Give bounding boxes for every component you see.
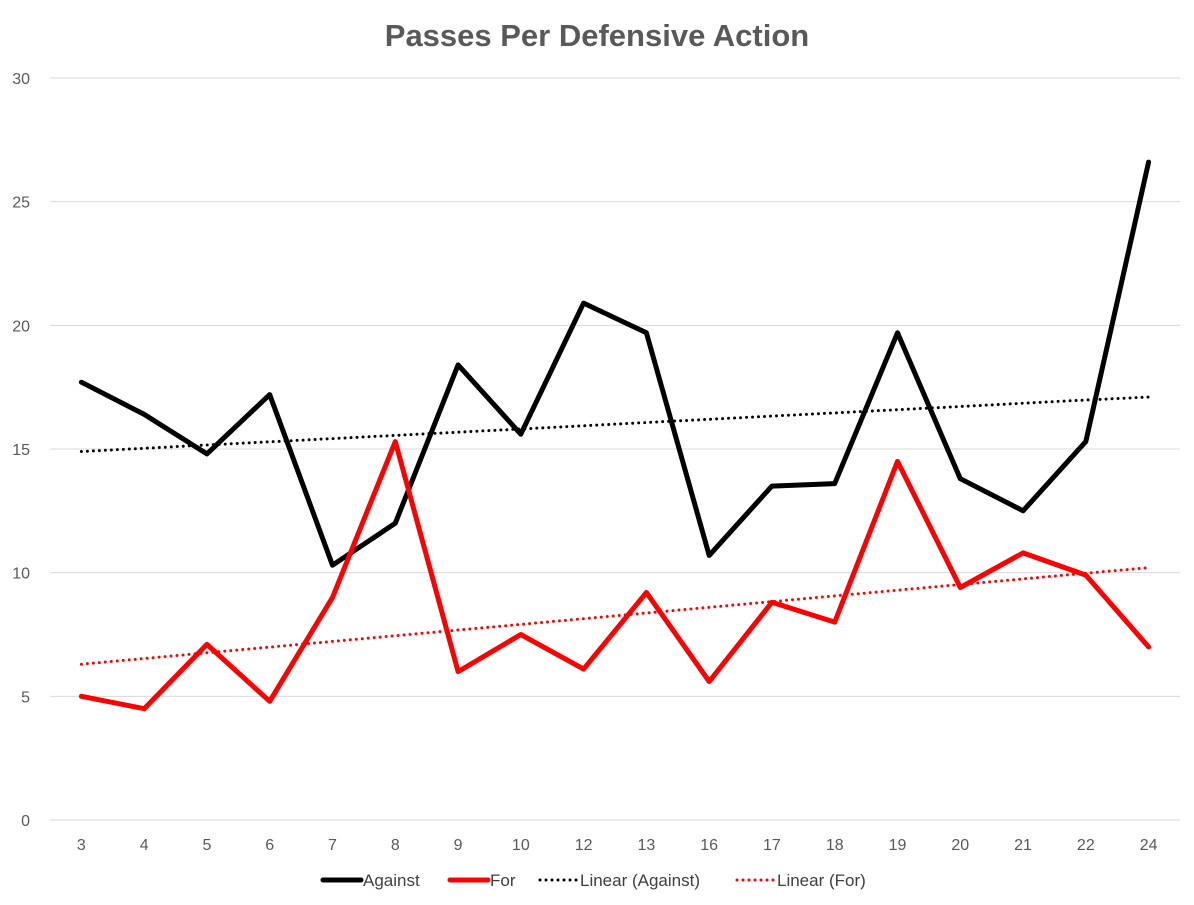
- x-tick-label: 5: [202, 837, 211, 854]
- legend-label: For: [490, 871, 516, 890]
- legend-label: Against: [363, 871, 420, 890]
- x-tick-label: 9: [454, 837, 463, 854]
- x-tick-label: 10: [512, 837, 530, 854]
- series-line-for: [78, 439, 1152, 712]
- y-tick-label: 5: [21, 689, 30, 706]
- x-tick-label: 20: [951, 837, 969, 854]
- series-line-against: [78, 159, 1152, 568]
- x-tick-label: 24: [1140, 837, 1158, 854]
- x-tick-label: 19: [889, 837, 907, 854]
- x-tick-label: 16: [700, 837, 718, 854]
- y-tick-label: 10: [12, 566, 30, 583]
- legend-label: Linear (Against): [580, 871, 700, 890]
- y-tick-label: 30: [12, 71, 30, 88]
- x-tick-label: 13: [637, 837, 655, 854]
- x-tick-label: 18: [826, 837, 844, 854]
- y-axis-tick-labels: 0 5 10 15 20 25 30: [12, 71, 30, 830]
- x-tick-label: 7: [328, 837, 337, 854]
- series-line-linear-for: [79, 566, 1151, 666]
- x-tick-label: 21: [1014, 837, 1032, 854]
- x-tick-label: 8: [391, 837, 400, 854]
- y-tick-label: 20: [12, 318, 30, 335]
- x-tick-label: 17: [763, 837, 781, 854]
- y-tick-label: 25: [12, 195, 30, 212]
- x-tick-label: 4: [140, 837, 149, 854]
- chart-title: Passes Per Defensive Action: [385, 18, 809, 53]
- legend: Against For Linear (Against) Linear (For): [320, 871, 866, 890]
- x-tick-label: 22: [1077, 837, 1095, 854]
- x-tick-label: 3: [77, 837, 86, 854]
- x-axis-tick-labels: 3 4 5 6 7 8 9 10 12 13 16 17 18 19 20 21 22 24: [77, 837, 1158, 854]
- gridlines: [50, 77, 1180, 821]
- y-tick-label: 0: [21, 813, 30, 830]
- x-tick-label: 6: [265, 837, 274, 854]
- y-tick-label: 15: [12, 442, 30, 459]
- series-lines: [78, 159, 1152, 712]
- legend-label: Linear (For): [777, 871, 866, 890]
- series-line-linear-against: [79, 395, 1151, 453]
- x-tick-label: 12: [575, 837, 593, 854]
